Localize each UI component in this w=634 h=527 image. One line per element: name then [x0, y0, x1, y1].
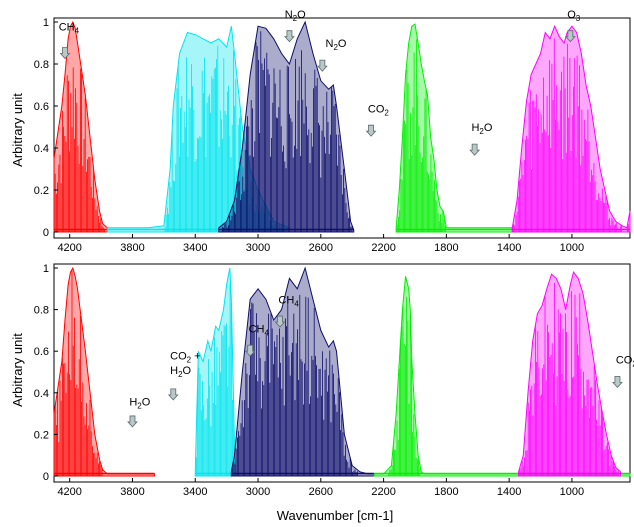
x-tick-label: 1400 [497, 486, 521, 498]
annotation-2: H2O [170, 365, 191, 379]
series-0-lines [53, 270, 103, 476]
y-tick-label: 1 [43, 263, 49, 275]
x-tick-label: 2200 [371, 242, 395, 254]
series-3-lines [396, 39, 446, 232]
annotation-label: N2O [285, 9, 306, 23]
series-0 [53, 20, 108, 233]
series-3 [395, 23, 513, 233]
x-tick-label: 1000 [560, 242, 584, 254]
annotation-arrow-icon [564, 30, 576, 43]
annotation-arrow-icon [469, 143, 481, 156]
series-4 [518, 271, 622, 477]
top-panel: 0 0.2 0.4 0.6 0.8 1 4200 3800 3400 3000 2600 2200 18… [34, 9, 631, 254]
annotation-1: N2O [284, 9, 306, 43]
annotation-arrow-icon [127, 415, 138, 428]
y-tick-label: 0.6 [34, 346, 49, 358]
y-tick-label: 0.8 [34, 305, 49, 317]
x-tick-label: 3800 [120, 242, 144, 254]
plot-frame [53, 17, 631, 239]
series-2 [218, 20, 355, 233]
annotation-label: CH4 [59, 21, 80, 35]
annotation-label: H2O [170, 365, 191, 379]
x-tick-label: 1800 [434, 486, 458, 498]
series-2 [230, 266, 375, 477]
y-tick-label: 0.4 [34, 388, 49, 400]
annotation-arrow-icon [244, 344, 256, 357]
annotation-arrow-icon [612, 376, 623, 388]
annotation-label: CO2 [616, 355, 634, 369]
annotation-arrow-icon [284, 30, 295, 43]
plot-frame [53, 263, 631, 483]
series-2-lines [232, 294, 358, 476]
annotation-1: CO2 + [167, 351, 201, 401]
annotation-4: H2O [469, 122, 493, 156]
annotation-label: CH4 [278, 294, 299, 308]
series-1 [194, 267, 237, 477]
series-4 [511, 24, 631, 233]
annotation-arrow-icon [365, 124, 377, 137]
annotation-5: CO2 [612, 355, 634, 388]
annotation-0: CH4 [59, 21, 80, 60]
y-tick-label: 0.4 [34, 143, 49, 155]
x-tick-label: 3000 [246, 242, 270, 254]
annotation-5: O3 [564, 9, 581, 43]
annotation-label: CO2 [368, 103, 390, 117]
annotation-label: H2O [129, 396, 150, 410]
x-tick-label: 3400 [183, 242, 207, 254]
series-3-lines [388, 296, 421, 476]
annotation-arrow-icon [59, 47, 71, 60]
annotation-label: CH4 [249, 323, 270, 337]
annotation-4: CH4 [274, 294, 299, 328]
annotation-arrow-icon [274, 315, 286, 328]
annotation-arrow-icon [316, 59, 328, 72]
x-tick-label: 2600 [309, 242, 333, 254]
annotation-3: CO2 [365, 103, 390, 137]
y-tick-label: 0.6 [34, 101, 49, 113]
annotation-label: O3 [567, 9, 581, 23]
x-tick-label: 1000 [560, 486, 584, 498]
series-0 [53, 266, 155, 477]
series-0-envelope [53, 266, 155, 477]
x-tick-label: 4200 [57, 242, 81, 254]
annotation-arrow-icon [167, 388, 179, 401]
annotation-0: H2O [127, 396, 151, 428]
x-axis-label: Wavenumber [cm-1] [277, 508, 394, 523]
x-tick-label: 3400 [183, 486, 207, 498]
annotation-3: CH4 [244, 323, 270, 357]
series-4-envelope [511, 24, 631, 233]
y-axis-label-bottom: Arbitrary unit [10, 333, 25, 407]
x-tick-label: 4200 [57, 486, 81, 498]
y-tick-label: 0.2 [34, 185, 49, 197]
series-0-lines [53, 67, 105, 232]
y-tick-label: 0 [43, 227, 49, 239]
series-4-lines [513, 38, 631, 232]
annotation-label: N2O [326, 38, 347, 52]
annotation-2: N2O [316, 38, 347, 72]
series-1-lines [196, 283, 236, 476]
y-axis-label-top: Arbitrary unit [10, 93, 25, 167]
bottom-panel: 0 0.2 0.4 0.6 0.8 1 4200 3800 3400 3000 2600 2200 18… [34, 263, 634, 498]
y-tick-label: 0.2 [34, 429, 49, 441]
x-tick-label: 3000 [246, 486, 270, 498]
y-tick-label: 1 [43, 17, 49, 29]
x-tick-label: 1400 [497, 242, 521, 254]
annotation-label: CO2 + [170, 351, 200, 365]
x-tick-label: 3800 [120, 486, 144, 498]
x-tick-label: 2600 [309, 486, 333, 498]
y-tick-label: 0.8 [34, 59, 49, 71]
y-tick-label: 0 [43, 471, 49, 483]
x-tick-label: 1800 [434, 242, 458, 254]
series-3-envelope [395, 23, 513, 233]
annotation-label: H2O [471, 122, 492, 136]
x-tick-label: 2200 [371, 486, 395, 498]
